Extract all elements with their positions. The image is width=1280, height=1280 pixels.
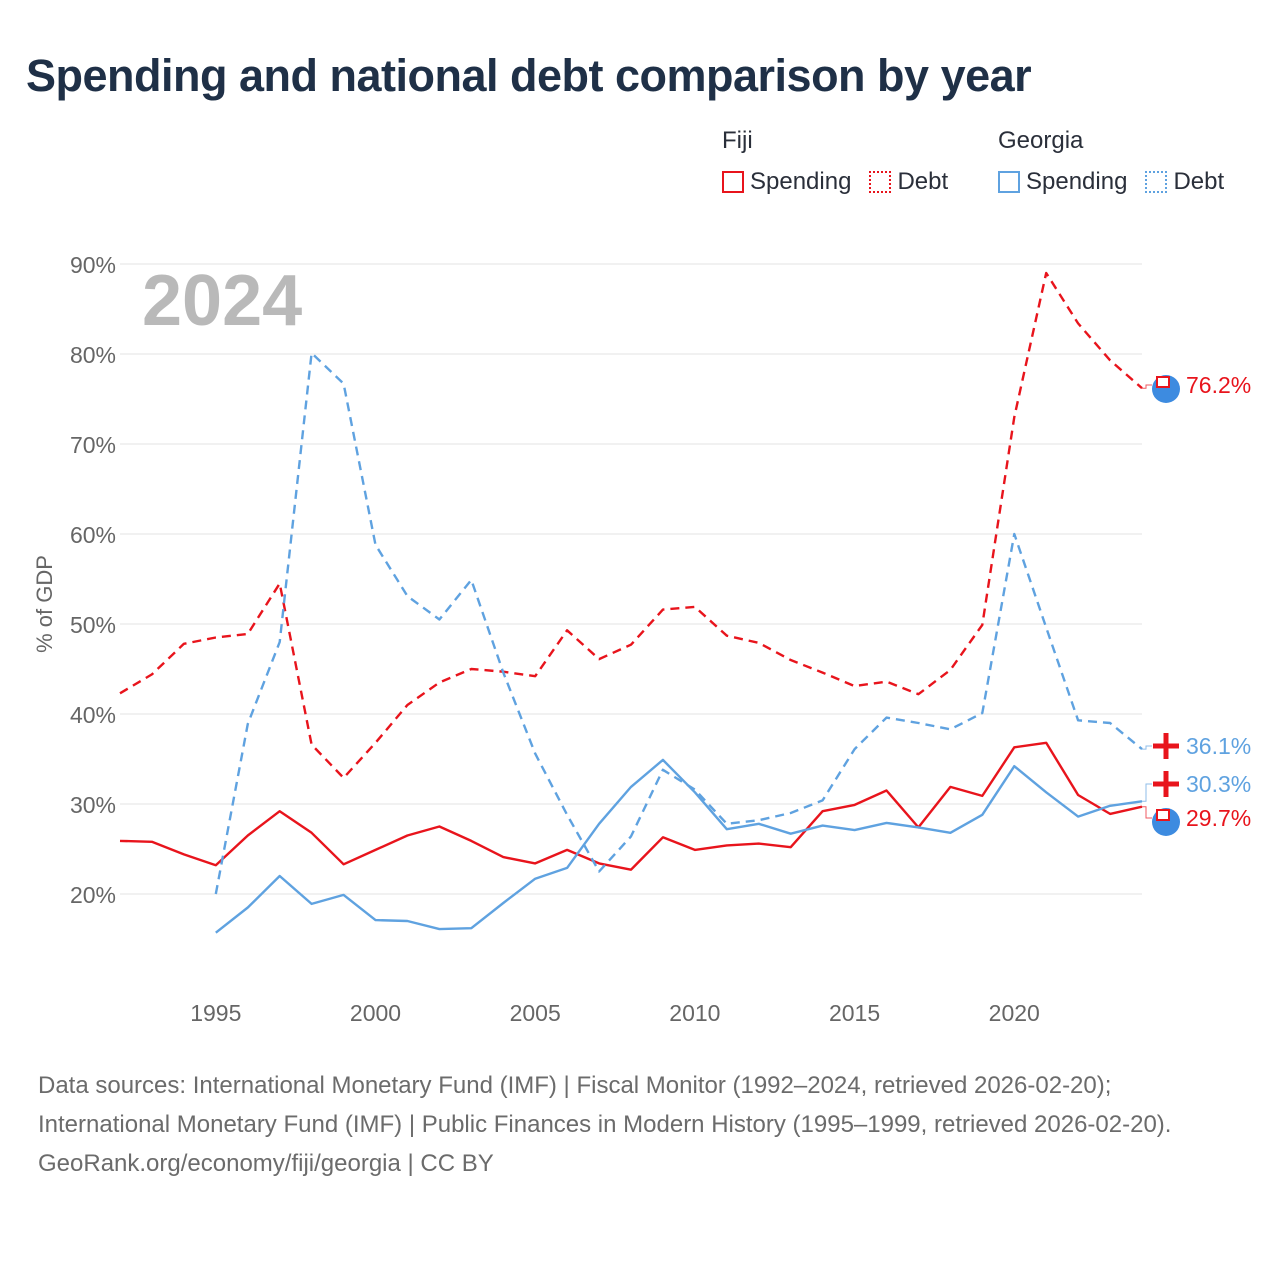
legend-item-georgia-spending[interactable]: Spending — [998, 168, 1127, 196]
legend-swatch — [869, 171, 892, 193]
chart-title: Spending and national debt comparison by… — [26, 50, 1032, 101]
end-value-label: 29.7% — [1186, 805, 1251, 831]
y-tick-label: 20% — [70, 882, 116, 908]
y-tick-label: 50% — [70, 612, 116, 638]
end-value-label: 76.2% — [1186, 372, 1251, 398]
y-axis-label: % of GDP — [32, 555, 57, 653]
x-tick-label: 2005 — [510, 1000, 561, 1026]
legend-group-georgia: Georgia Spending Debt — [998, 124, 1224, 196]
series-end-markers: 29.7% 76.2% 30.3% 36.1% — [1142, 372, 1251, 836]
line-chart: 20% 30% 40% 50% 60% 70% 80% 90% 1995 2000 2005 201… — [32, 252, 1251, 1026]
flag-cross-v — [1163, 733, 1169, 759]
y-tick-label: 30% — [70, 792, 116, 818]
legend-label: Debt — [1173, 168, 1225, 195]
flag-shield-icon — [1156, 376, 1170, 388]
legend-group-title: Fiji — [722, 127, 753, 154]
x-tick-label: 1995 — [190, 1000, 241, 1026]
legend-label: Spending — [1026, 168, 1128, 195]
y-tick-label: 80% — [70, 342, 116, 368]
y-tick-label: 60% — [70, 522, 116, 548]
series-line-fiji-spending — [119, 741, 1143, 871]
end-connector — [1142, 745, 1152, 750]
x-tick-label: 2020 — [989, 1000, 1040, 1026]
gridlines — [120, 263, 1142, 895]
legend-item-georgia-debt[interactable]: Debt — [1145, 168, 1224, 196]
end-connector — [1142, 384, 1152, 389]
series-lines — [119, 271, 1143, 934]
x-tick-label: 2015 — [829, 1000, 880, 1026]
end-connector — [1142, 806, 1152, 819]
legend-item-fiji-debt[interactable]: Debt — [869, 168, 948, 196]
year-watermark: 2024 — [142, 261, 302, 341]
series-line-fiji-debt — [119, 271, 1143, 780]
end-value-label: 36.1% — [1186, 733, 1251, 759]
series-line-georgia-debt — [214, 351, 1143, 895]
legend-group-title: Georgia — [998, 127, 1084, 154]
x-tick-label: 2010 — [669, 1000, 720, 1026]
end-value-label: 30.3% — [1186, 771, 1251, 797]
y-tick-label: 40% — [70, 702, 116, 728]
x-tick-label: 2000 — [350, 1000, 401, 1026]
end-connector — [1142, 783, 1152, 802]
y-axis-ticks: 20% 30% 40% 50% 60% 70% 80% 90% — [70, 252, 116, 908]
legend-item-fiji-spending[interactable]: Spending — [722, 168, 851, 196]
flag-cross-v — [1163, 771, 1169, 797]
footer: Data sources: International Monetary Fun… — [38, 1066, 1238, 1183]
legend-label: Debt — [897, 168, 949, 195]
legend-swatch — [1145, 171, 1168, 193]
y-tick-label: 90% — [70, 252, 116, 278]
y-tick-label: 70% — [70, 432, 116, 458]
legend-swatch — [998, 171, 1020, 193]
legend-swatch — [722, 171, 744, 193]
legend-group-fiji: Fiji Spending Debt — [722, 124, 948, 196]
footer-sources: Data sources: International Monetary Fun… — [38, 1072, 1172, 1138]
flag-shield-icon — [1156, 809, 1170, 821]
legend-label: Spending — [750, 168, 852, 195]
x-axis-ticks: 1995 2000 2005 2010 2015 2020 — [190, 1000, 1040, 1026]
series-line-georgia-spending — [215, 758, 1143, 934]
footer-credit: GeoRank.org/economy/fiji/georgia | CC BY — [38, 1150, 494, 1177]
